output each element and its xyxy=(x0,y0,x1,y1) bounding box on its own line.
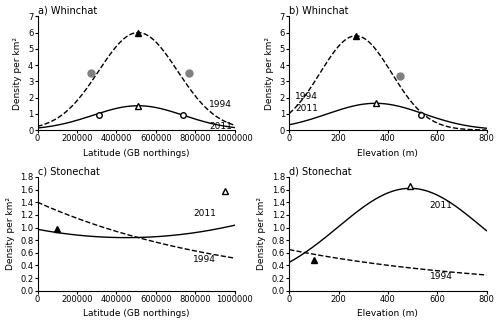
X-axis label: Elevation (m): Elevation (m) xyxy=(358,309,418,318)
Text: 1994: 1994 xyxy=(296,92,318,101)
X-axis label: Latitude (GB northings): Latitude (GB northings) xyxy=(83,309,190,318)
Text: 1994: 1994 xyxy=(194,255,216,264)
Y-axis label: Density per km²: Density per km² xyxy=(258,197,266,270)
Text: 2011: 2011 xyxy=(430,201,452,210)
Text: c) Stonechat: c) Stonechat xyxy=(38,166,100,176)
Text: a) Whinchat: a) Whinchat xyxy=(38,6,97,16)
Text: d) Stonechat: d) Stonechat xyxy=(290,166,352,176)
Text: 1994: 1994 xyxy=(209,100,232,110)
Text: 1994: 1994 xyxy=(430,272,452,281)
Y-axis label: Density per km²: Density per km² xyxy=(14,37,22,110)
Text: b) Whinchat: b) Whinchat xyxy=(290,6,349,16)
Text: 2011: 2011 xyxy=(194,209,216,218)
X-axis label: Elevation (m): Elevation (m) xyxy=(358,149,418,158)
X-axis label: Latitude (GB northings): Latitude (GB northings) xyxy=(83,149,190,158)
Y-axis label: Density per km²: Density per km² xyxy=(265,37,274,110)
Text: 2011: 2011 xyxy=(209,122,232,131)
Y-axis label: Density per km²: Density per km² xyxy=(6,197,15,270)
Text: 2011: 2011 xyxy=(296,104,318,113)
